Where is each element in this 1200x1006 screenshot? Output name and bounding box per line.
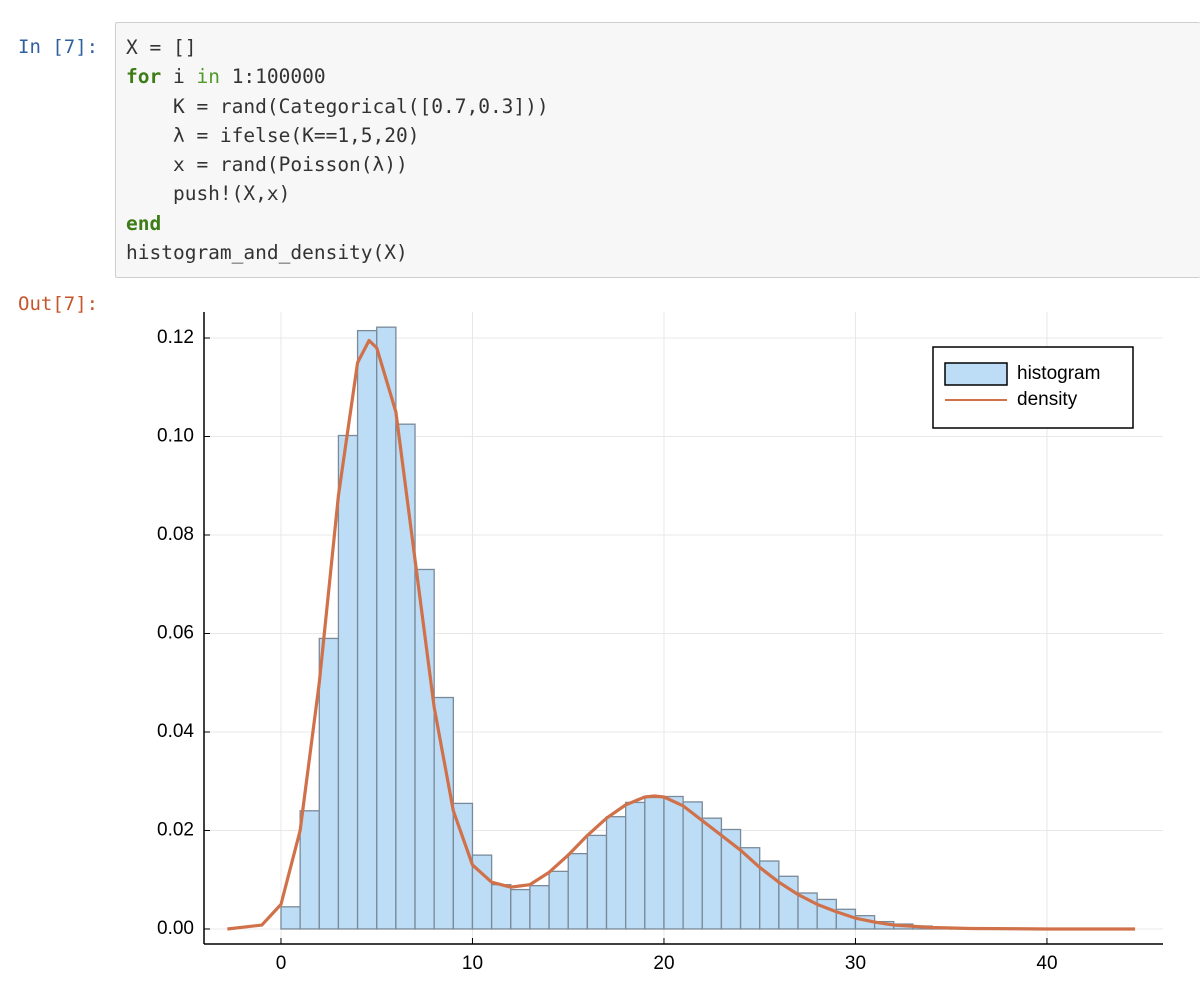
histogram-bar [510, 888, 531, 930]
code-line: for i in 1:100000 [126, 62, 1200, 91]
histogram-bar [682, 801, 703, 930]
histogram-bar [299, 810, 320, 930]
code-token: histogram_and_density(X) [126, 241, 408, 265]
code-token: x = rand(Poisson(λ)) [126, 153, 408, 177]
x-tick-label: 40 [1036, 953, 1057, 974]
histogram-bar [356, 329, 378, 930]
y-tick-label: 0.04 [157, 721, 194, 742]
histogram-bar [625, 801, 646, 930]
y-tick-label: 0.06 [157, 623, 194, 644]
x-tick-label: 10 [462, 953, 483, 974]
histogram-bar [586, 834, 608, 930]
code-token: in [196, 65, 220, 89]
histogram-bar [490, 884, 512, 930]
histogram-bar [318, 637, 340, 930]
histogram-bar [337, 434, 359, 930]
code-line: histogram_and_density(X) [126, 238, 1200, 267]
histogram-bar [433, 696, 454, 930]
code-token: X = [] [126, 36, 197, 59]
code-token: for [126, 65, 162, 89]
input-prompt: In [7]: [18, 36, 99, 58]
histogram-bar [548, 870, 569, 930]
legend-box [932, 346, 1134, 429]
code-token: 1:100000 [219, 65, 326, 89]
density-line [227, 338, 1136, 931]
code-token: K = rand(Categorical([0.7,0.3])) [126, 94, 549, 118]
code-line: x = rand(Poisson(λ)) [126, 150, 1200, 179]
y-tick-label: 0.02 [157, 819, 194, 840]
histogram-bar [644, 796, 665, 930]
code-line: λ = ifelse(K==1,5,20) [126, 121, 1200, 150]
y-tick-label: 0.10 [157, 426, 194, 447]
legend-swatch [944, 362, 1008, 386]
x-tick-label: 30 [845, 953, 866, 974]
histogram-bar [395, 423, 416, 930]
code-line: push!(X,x) [126, 179, 1200, 208]
code-token: push!(X,x) [126, 182, 291, 206]
histogram-bar [529, 884, 550, 930]
legend-label: histogram [1017, 363, 1100, 384]
code-line: X = [] [126, 33, 1200, 62]
y-tick-label: 0.00 [157, 918, 194, 939]
x-tick-label: 0 [276, 953, 287, 974]
y-tick-label: 0.12 [157, 327, 194, 348]
code-token: λ = ifelse(K==1,5,20) [126, 123, 420, 147]
legend-label: density [1017, 389, 1078, 410]
histogram-bar [605, 816, 627, 930]
output-prompt: Out[7]: [18, 293, 99, 315]
y-tick-label: 0.08 [157, 524, 194, 545]
histogram-bar [280, 906, 301, 930]
histogram-bar [663, 795, 684, 930]
x-tick-label: 20 [653, 953, 674, 974]
histogram-bar [376, 326, 397, 930]
histogram-bar [567, 852, 589, 930]
code-line: end [126, 209, 1200, 238]
code-token: i [161, 65, 197, 89]
code-token: end [126, 211, 162, 235]
code-cell[interactable]: X = [] for i in 1:100000 K = rand(Categor… [115, 22, 1200, 278]
code-line: K = rand(Categorical([0.7,0.3])) [126, 92, 1200, 121]
